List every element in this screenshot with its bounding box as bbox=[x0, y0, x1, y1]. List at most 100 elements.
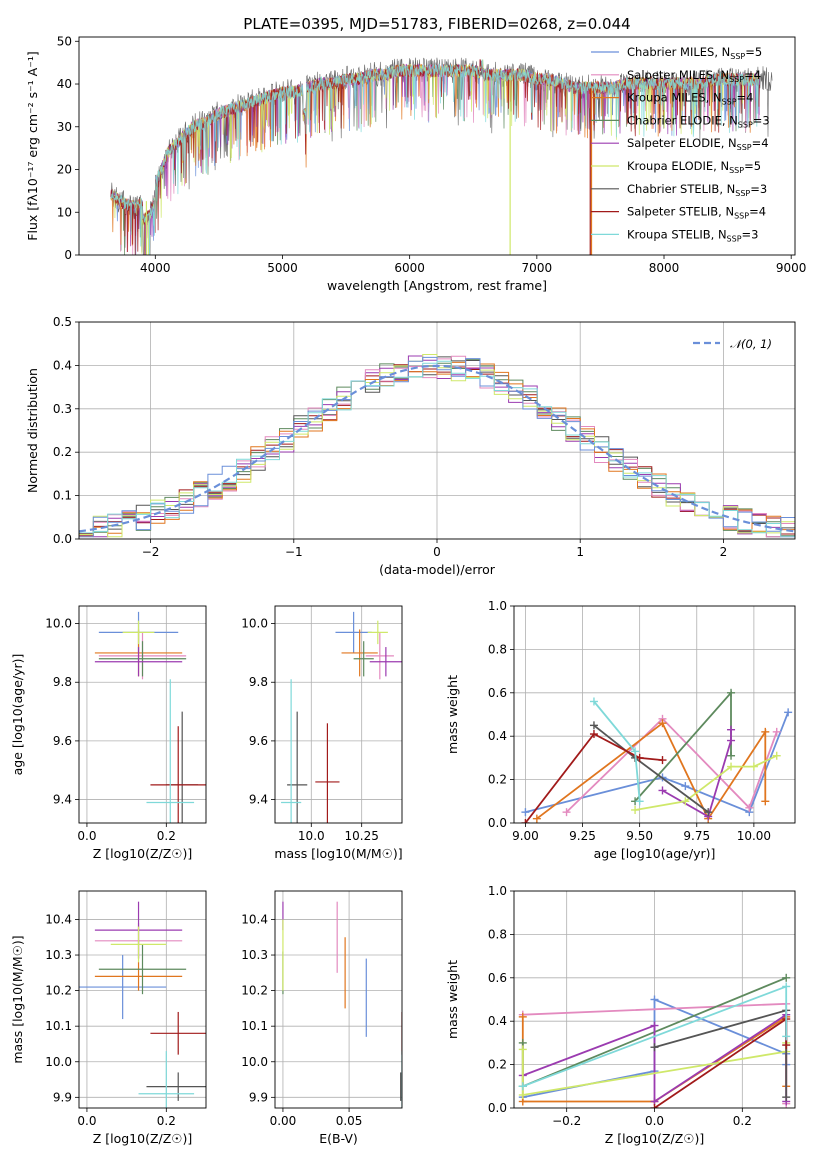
legend-entry: Salpeter STELIB, NSSP=4 bbox=[627, 205, 766, 221]
weight-line-kroupa-elodie bbox=[631, 751, 781, 814]
x-tick-label: 9.25 bbox=[569, 829, 596, 843]
legend-model: Chabrier ELODIE bbox=[627, 113, 722, 127]
legend-n: N bbox=[713, 91, 722, 105]
y-axis-label: Flux [fλ10⁻¹⁷ erg cm⁻² s⁻¹ A⁻¹] bbox=[25, 51, 40, 240]
x-axis-label: Z [log10(Z/Z☉)] bbox=[93, 846, 193, 861]
y-tick-label: 10.0 bbox=[45, 1055, 72, 1069]
y-tick-label: 0 bbox=[64, 248, 72, 262]
legend-entry: Kroupa ELODIE, NSSP=5 bbox=[627, 159, 761, 175]
x-tick-label: 7000 bbox=[522, 261, 553, 275]
mass_vs_ebv-axes: 0.00 0.05 9.9 10.0 10.1 10.2 10.3 10.4 E(B-V) bbox=[241, 890, 403, 1146]
x-tick-label: 0.0 bbox=[77, 1114, 96, 1128]
spectrum-axes: 4000 5000 6000 7000 8000 9000 0 10 20 30 40 50 wavel… bbox=[25, 34, 806, 293]
residual_histogram-frame bbox=[78, 321, 796, 540]
legend-count: =3 bbox=[750, 182, 767, 196]
y-tick-label: 0.1 bbox=[53, 489, 72, 503]
y-tick-label: 40 bbox=[57, 77, 72, 91]
errorbar-salpeter-elodie bbox=[94, 647, 183, 677]
mass_weight_vs_Z-plot-area bbox=[514, 891, 795, 1108]
errorbar-kroupa-elodie bbox=[110, 926, 167, 963]
x-tick-label: −2 bbox=[142, 545, 160, 559]
y-tick-label: 10.3 bbox=[45, 948, 72, 962]
legend-count: =5 bbox=[745, 45, 762, 59]
weight-line-chabrier-elodie bbox=[631, 688, 736, 806]
legend-entry: 𝒩(0, 1) bbox=[730, 337, 772, 351]
weight-line-salpeter-stelib bbox=[521, 730, 667, 823]
spectrum-kroupa-stelib bbox=[110, 59, 760, 255]
x-tick-label: 9.75 bbox=[683, 829, 710, 843]
mass_weight_vs_age-plot-area bbox=[514, 606, 795, 823]
x-tick-label: 0 bbox=[433, 545, 441, 559]
x-tick-label: 10.0 bbox=[298, 829, 325, 843]
x-axis-label: mass [log10(M/M☉)] bbox=[274, 846, 402, 861]
legend-sep: , bbox=[721, 136, 728, 150]
legend-sep: , bbox=[711, 227, 718, 241]
x-tick-label: 9000 bbox=[776, 261, 807, 275]
legend-entry: Chabrier MILES, NSSP=5 bbox=[627, 45, 762, 61]
age_vs_Z-axes: 0.0 0.2 9.4 9.6 9.8 10.0 Z [log10(Z/Z☉)] age [l… bbox=[10, 605, 207, 861]
y-tick-label: 10.1 bbox=[45, 1019, 72, 1033]
normal-curve bbox=[79, 364, 795, 533]
x-axis-label: (data-model)/error bbox=[379, 562, 496, 577]
figure-title: PLATE=0395, MJD=51783, FIBERID=0268, z=0… bbox=[243, 15, 630, 33]
x-axis-label: Z [log10(Z/Z☉)] bbox=[605, 1131, 705, 1146]
y-tick-label: 10.0 bbox=[241, 1055, 268, 1069]
y-tick-label: 0.2 bbox=[53, 445, 72, 459]
x-tick-label: −1 bbox=[285, 545, 303, 559]
legend-count: =5 bbox=[744, 159, 761, 173]
y-axis-label: mass [log10(M/M☉)] bbox=[10, 935, 25, 1063]
y-tick-label: 10.4 bbox=[45, 912, 72, 926]
legend-sep: , bbox=[706, 91, 713, 105]
x-tick-label: 2 bbox=[720, 545, 728, 559]
y-tick-label: 10 bbox=[57, 205, 72, 219]
legend-sub: SSP bbox=[730, 52, 745, 61]
errorbar-salpeter-elodie bbox=[369, 647, 402, 677]
legend-model: Salpeter STELIB bbox=[627, 205, 718, 219]
mass_vs_Z-axes: 0.0 0.2 9.9 10.0 10.1 10.2 10.3 10.4 Z [log10(Z/… bbox=[10, 890, 207, 1146]
y-tick-label: 0.4 bbox=[488, 729, 507, 743]
y-tick-label: 0.2 bbox=[488, 773, 507, 787]
y-tick-label: 0.6 bbox=[488, 686, 507, 700]
weight-line-kroupa-stelib bbox=[518, 982, 791, 1091]
legend-sub: SSP bbox=[735, 189, 750, 198]
mass_weight_vs_age-axes: 9.00 9.25 9.50 9.75 10.00 0.0 0.2 0.4 0.6 0.8 1.0 a… bbox=[445, 599, 796, 861]
x-tick-label: 0.2 bbox=[157, 829, 176, 843]
y-tick-label: 0.4 bbox=[488, 1014, 507, 1028]
legend-model: Kroupa MILES bbox=[627, 91, 706, 105]
errorbar-kroupa-elodie bbox=[122, 620, 155, 645]
legend-model: Salpeter ELODIE bbox=[627, 136, 721, 150]
y-tick-label: 0.4 bbox=[53, 358, 72, 372]
legend-n: N bbox=[720, 68, 729, 82]
legend-entry: Kroupa MILES, NSSP=4 bbox=[627, 91, 754, 107]
x-tick-label: 4000 bbox=[140, 261, 171, 275]
legend-model: Kroupa STELIB bbox=[627, 227, 711, 241]
legend-count: =4 bbox=[749, 205, 766, 219]
plot-marks bbox=[79, 57, 795, 1108]
y-tick-label: 1.0 bbox=[488, 884, 507, 898]
y-tick-label: 9.9 bbox=[249, 1090, 268, 1104]
age_vs_mass-frame bbox=[274, 605, 403, 824]
legend-count: =4 bbox=[744, 68, 761, 82]
x-tick-label: 10.25 bbox=[345, 829, 379, 843]
x-tick-label: 1 bbox=[576, 545, 584, 559]
x-tick-label: 9.00 bbox=[512, 829, 539, 843]
x-tick-label: 5000 bbox=[267, 261, 298, 275]
legend-n: N bbox=[720, 159, 729, 173]
legend-sub: SSP bbox=[722, 98, 737, 107]
y-tick-label: 0.0 bbox=[488, 1101, 507, 1115]
y-tick-label: 0.6 bbox=[488, 971, 507, 985]
errorbar-kroupa-stelib bbox=[138, 1051, 195, 1108]
y-tick-label: 10.1 bbox=[241, 1019, 268, 1033]
legend-model: Chabrier MILES bbox=[627, 45, 714, 59]
y-axis-label: Normed distribution bbox=[25, 368, 40, 493]
legend-n: N bbox=[729, 113, 738, 127]
residual-hist-kroupa-stelib bbox=[79, 360, 795, 539]
y-tick-label: 0.8 bbox=[488, 927, 507, 941]
y-tick-label: 9.6 bbox=[249, 734, 268, 748]
legend-sub: SSP bbox=[737, 143, 752, 152]
y-tick-label: 0.0 bbox=[53, 532, 72, 546]
errorbar-salpeter-stelib bbox=[150, 1011, 206, 1055]
age_vs_mass-axes: 10.0 10.25 9.4 9.6 9.8 10.0 mass [log10(M/M☉)] bbox=[241, 605, 403, 861]
legend-sep: , bbox=[714, 45, 721, 59]
